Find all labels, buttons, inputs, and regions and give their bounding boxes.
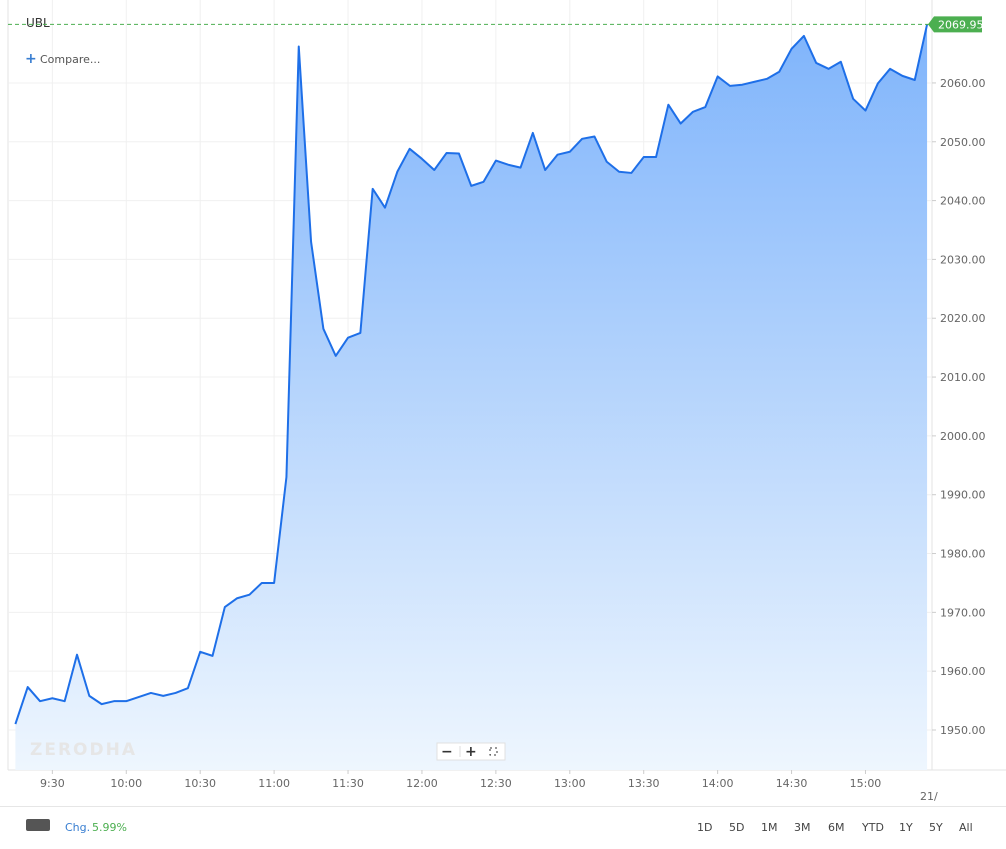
range-button[interactable]: 5Y <box>929 821 943 834</box>
y-tick-label: 2020.00 <box>940 312 986 325</box>
compare-icon[interactable]: + <box>25 51 37 67</box>
x-tick-label: 14:30 <box>776 777 808 790</box>
y-tick-label: 1980.00 <box>940 548 986 561</box>
range-button[interactable]: 1M <box>761 821 778 834</box>
range-button[interactable]: 1D <box>697 821 713 834</box>
x-tick-label: 15:00 <box>850 777 882 790</box>
y-tick-label: 2050.00 <box>940 136 986 149</box>
y-tick-label: 2010.00 <box>940 371 986 384</box>
line <box>14 24 929 725</box>
chart: ZERODHA UBL + Compare... − + 1950.00 1960… <box>7 0 1006 803</box>
x-tick-label: 12:30 <box>480 777 512 790</box>
x-tick-label: 10:30 <box>184 777 216 790</box>
range-button[interactable]: 3M <box>794 821 811 834</box>
watermark: ZERODHA <box>30 740 137 760</box>
compare-button[interactable]: Compare... <box>40 53 100 66</box>
x-tick-label: 13:00 <box>554 777 586 790</box>
y-tick-label: 1960.00 <box>940 665 986 678</box>
zoom-controls: − + <box>436 742 506 761</box>
x-tick-label: 9:30 <box>40 777 65 790</box>
zoom-box <box>436 742 506 761</box>
fullscreen[interactable] <box>489 747 498 756</box>
plot <box>14 24 929 770</box>
change-value: 5.99% <box>92 821 127 834</box>
x-tick-label: 10:00 <box>110 777 142 790</box>
range-button[interactable]: All <box>959 821 973 834</box>
chart-title: UBL <box>26 16 50 30</box>
last-price-badge <box>928 16 982 33</box>
y-tick-label: 1990.00 <box>940 489 986 502</box>
zoom-in[interactable]: + <box>465 744 477 760</box>
x-tick-label: 12:00 <box>406 777 438 790</box>
x-end-label: 21/ <box>920 790 938 803</box>
y-tick-label: 1970.00 <box>940 606 986 619</box>
last-price-label: 2069.95 <box>938 18 984 31</box>
x-tick-label: 11:00 <box>258 777 290 790</box>
range-button[interactable]: YTD <box>862 821 884 834</box>
footer: Chg. 5.99% 1D 5D 1M 3M 6M YTD 1Y 5Y All <box>0 806 1006 849</box>
keyboard-icon[interactable] <box>26 819 50 831</box>
y-tick-label: 2040.00 <box>940 195 986 208</box>
range-button[interactable]: 5D <box>729 821 745 834</box>
zoom-out[interactable]: − <box>441 744 453 760</box>
y-tick-label: 2000.00 <box>940 430 986 443</box>
y-tick-label: 2060.00 <box>940 77 986 90</box>
x-tick-label: 11:30 <box>332 777 364 790</box>
y-tick-label: 1950.00 <box>940 724 986 737</box>
x-tick-label: 13:30 <box>628 777 660 790</box>
range-button[interactable]: 1Y <box>899 821 913 834</box>
area <box>15 24 928 770</box>
range-button[interactable]: 6M <box>828 821 845 834</box>
x-tick-label: 14:00 <box>702 777 734 790</box>
change-label: Chg. <box>65 821 91 834</box>
y-tick-label: 2030.00 <box>940 253 986 266</box>
